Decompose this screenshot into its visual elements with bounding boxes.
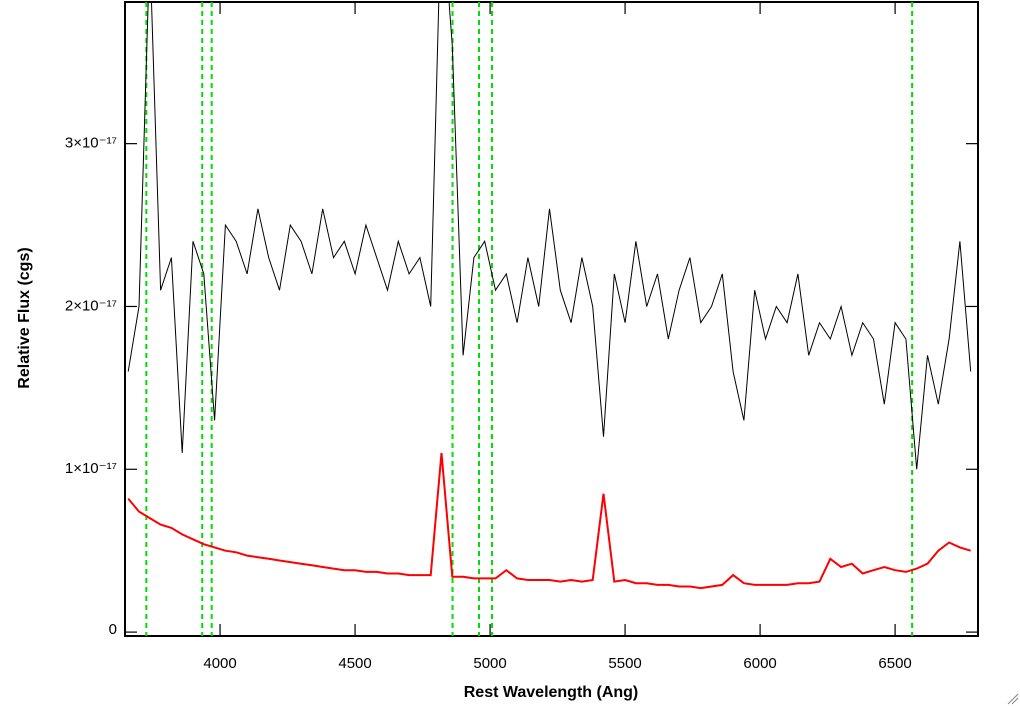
resize-grip [1007, 693, 1019, 705]
x-tick-label: 6000 [743, 655, 776, 672]
y-tick-label: 3×10⁻¹⁷ [65, 135, 117, 152]
x-tick-label: 6500 [878, 655, 911, 672]
y-tick-label: 2×10⁻¹⁷ [65, 297, 117, 314]
x-tick-label: 4000 [203, 655, 236, 672]
spectrum-line [127, 452, 971, 590]
x-tick-label: 5000 [473, 655, 506, 672]
plot-area [127, 2, 972, 636]
x-tick-label: 5500 [608, 655, 641, 672]
y-tick-label: 1×10⁻¹⁷ [65, 460, 117, 477]
y-axis-title: Relative Flux (cgs) [16, 247, 33, 388]
x-tick-label: 4500 [338, 655, 371, 672]
spectrum-line [127, 2, 972, 470]
x-axis-title: Rest Wavelength (Ang) [464, 684, 639, 701]
plot-frame [124, 1, 979, 637]
y-tick-label: 0 [109, 621, 117, 638]
